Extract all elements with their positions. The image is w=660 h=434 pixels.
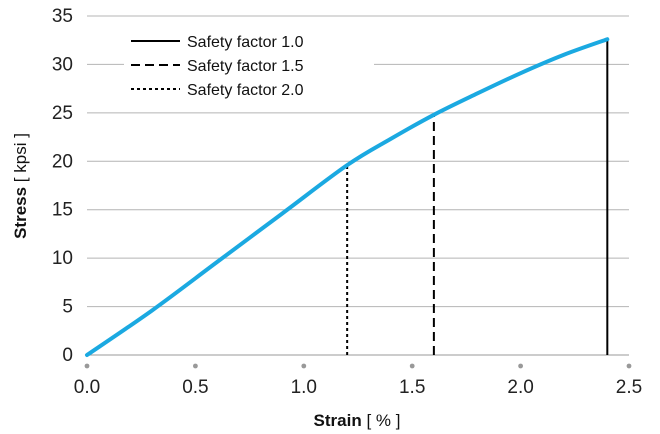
x-tick-mark bbox=[193, 363, 198, 369]
y-tick-label: 20 bbox=[52, 151, 73, 172]
y-axis-unit: [ kpsi ] bbox=[11, 133, 30, 182]
y-tick-label: 25 bbox=[52, 103, 73, 124]
y-tick-label: 30 bbox=[52, 54, 73, 75]
x-tick-label: 1.5 bbox=[399, 377, 425, 398]
y-axis-ticks: 0 5 10 15 20 25 30 35 bbox=[52, 6, 73, 366]
x-tick-label: 0.0 bbox=[74, 377, 100, 398]
y-tick-label: 0 bbox=[62, 345, 73, 366]
stress-strain-curve-group bbox=[85, 37, 610, 357]
legend-label: Safety factor 2.0 bbox=[187, 82, 304, 99]
x-tick-mark bbox=[626, 363, 632, 369]
x-tick-mark bbox=[409, 363, 415, 369]
legend-label: Safety factor 1.0 bbox=[187, 34, 304, 51]
x-axis-title: Strain [ % ] bbox=[314, 411, 401, 430]
x-tick-mark bbox=[301, 363, 307, 369]
y-tick-label: 10 bbox=[52, 248, 73, 269]
x-axis-ticks: 0.0 0.5 1.0 1.5 2.0 2.5 bbox=[74, 363, 642, 398]
x-tick-mark bbox=[518, 363, 523, 369]
x-tick-label: 0.5 bbox=[182, 377, 208, 398]
y-tick-label: 5 bbox=[62, 297, 73, 318]
x-tick-label: 2.0 bbox=[507, 377, 533, 398]
y-tick-label: 15 bbox=[52, 200, 73, 221]
y-axis-label: Stress bbox=[11, 187, 30, 239]
stress-strain-curve bbox=[85, 37, 610, 357]
x-axis-unit: [ % ] bbox=[366, 411, 400, 430]
x-tick-mark bbox=[84, 363, 90, 369]
x-axis-label: Strain bbox=[314, 411, 362, 430]
x-tick-label: 2.5 bbox=[616, 377, 642, 398]
y-axis-title: Stress [ kpsi ] bbox=[11, 133, 30, 239]
x-tick-label: 1.0 bbox=[291, 377, 317, 398]
legend-label: Safety factor 1.5 bbox=[187, 58, 304, 75]
legend: Safety factor 1.0 Safety factor 1.5 Safety… bbox=[124, 27, 374, 104]
y-tick-label: 35 bbox=[52, 6, 73, 27]
safety-factor-lines bbox=[346, 39, 609, 355]
